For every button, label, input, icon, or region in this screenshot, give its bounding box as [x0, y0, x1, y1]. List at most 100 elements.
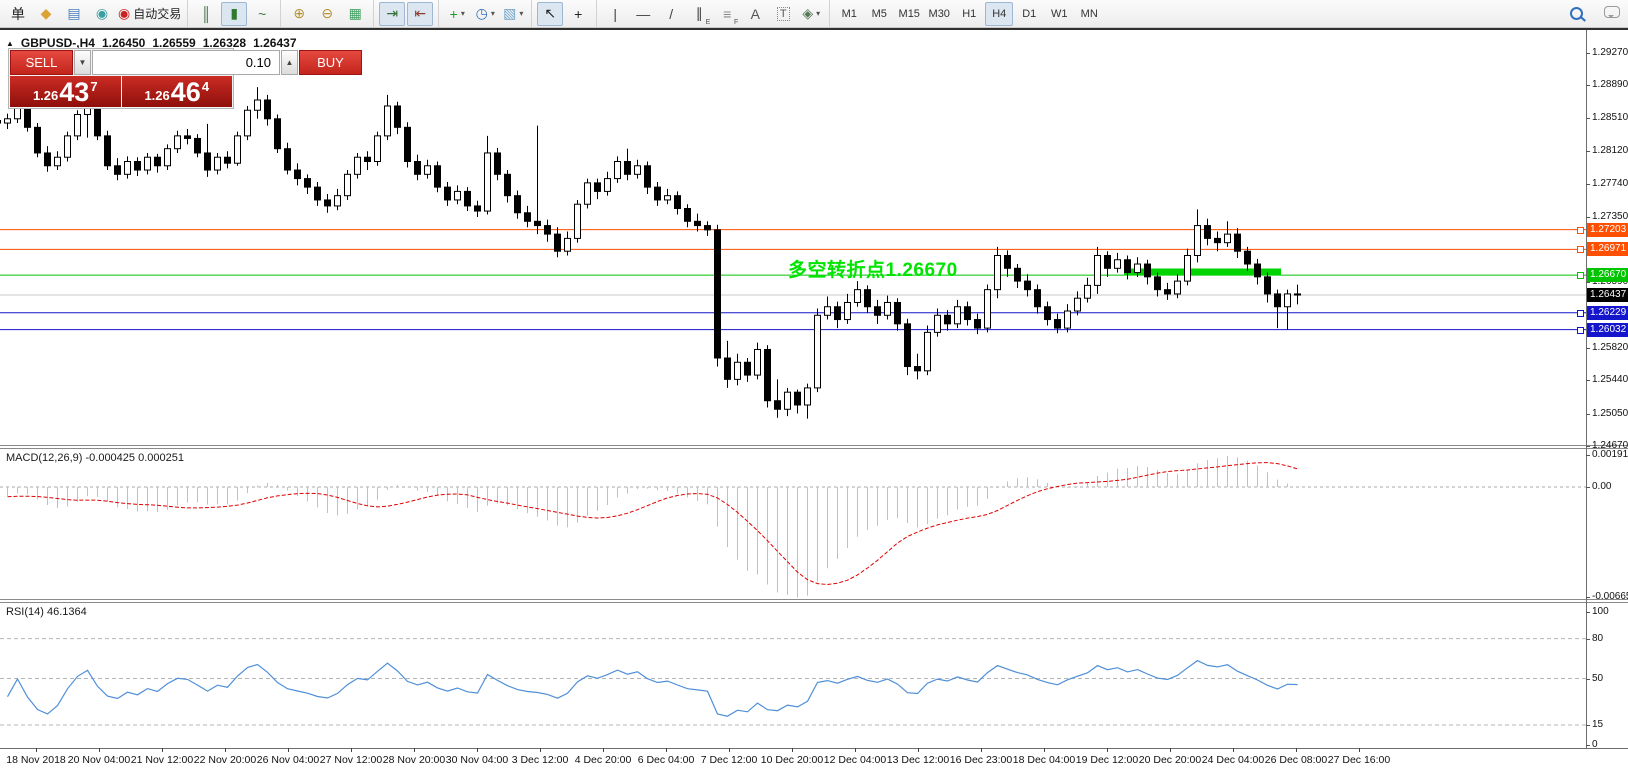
main-macd-separator[interactable]: [0, 445, 1628, 449]
scroll-group: ⇥ ⇤: [373, 0, 438, 27]
candle-body: [294, 169, 301, 180]
candlestick-chart-icon[interactable]: ▮: [221, 1, 248, 26]
candle-body: [1214, 237, 1221, 244]
indicators-icon[interactable]: + ▾: [449, 5, 465, 22]
candle-body: [584, 182, 591, 205]
arrows-icon[interactable]: ◈ ▾: [802, 5, 821, 21]
price-tick: [1586, 281, 1590, 283]
candle-body: [154, 156, 161, 167]
candle-body: [964, 306, 971, 321]
file-group: 单 ◆ ▤ ◉ ◉ 自动交易: [0, 0, 187, 27]
rsi-line: [6, 659, 1298, 717]
bar-chart-icon[interactable]: ║: [201, 5, 212, 22]
chart-title: ▲ GBPUSD-,H4 1.26450 1.26559 1.26328 1.2…: [6, 36, 297, 50]
candle-body: [1294, 293, 1301, 296]
timeframe-M15[interactable]: M15: [898, 7, 920, 20]
volume-down-button[interactable]: ▼: [74, 50, 91, 75]
volume-input[interactable]: [92, 50, 280, 75]
candle-body: [574, 203, 581, 239]
templates-icon[interactable]: ▧ ▾: [503, 5, 524, 21]
crosshair-icon[interactable]: +: [574, 5, 583, 22]
vertical-line-icon[interactable]: |: [613, 5, 618, 22]
candle-body: [884, 301, 891, 316]
timeframe-M5[interactable]: M5: [871, 7, 887, 20]
pivot-annotation-text[interactable]: 多空转折点1.26670: [788, 260, 958, 281]
sell-price-panel[interactable]: 1.26 43 7: [10, 76, 121, 107]
candle-body: [24, 105, 31, 128]
periods-icon[interactable]: ◷ ▾: [475, 5, 495, 21]
sell-price-sup: 7: [90, 79, 98, 94]
zoom-in-icon[interactable]: ⊕: [293, 5, 306, 21]
candle-body: [864, 289, 871, 308]
buy-price-prefix: 1.26: [144, 88, 170, 103]
text-icon[interactable]: A: [750, 5, 760, 22]
candle-body: [954, 306, 961, 325]
volume-up-button[interactable]: ▲: [281, 50, 298, 75]
equidistant-channel-icon[interactable]: ∥ E: [695, 5, 711, 26]
time-label: 24 Dec 04:00: [1201, 754, 1265, 766]
collapse-triangle-icon[interactable]: ▲: [6, 38, 14, 48]
line-chart-icon[interactable]: ~: [258, 5, 267, 22]
candle-body: [814, 314, 821, 389]
rsi-axis-label: 80: [1592, 632, 1604, 644]
signals-icon[interactable]: ◉: [95, 5, 109, 21]
timeframe-M1[interactable]: M1: [841, 7, 857, 20]
candle-body: [64, 135, 71, 158]
time-label: 7 Dec 12:00: [700, 754, 758, 766]
sell-button[interactable]: SELL: [10, 50, 73, 75]
candle-body: [1084, 284, 1091, 299]
chat-icon[interactable]: [1590, 6, 1620, 21]
search-icon[interactable]: [1563, 2, 1589, 26]
candle-body: [234, 135, 241, 164]
macd-pane-label: MACD(12,26,9) -0.000425 0.000251: [6, 452, 184, 464]
candle-body: [464, 190, 471, 207]
candle-body: [894, 301, 901, 325]
auto-scroll-icon[interactable]: ⇥: [379, 1, 406, 26]
chart-shift-icon[interactable]: ⇤: [407, 1, 434, 26]
timeframe-H1[interactable]: H1: [962, 7, 977, 20]
candle-body: [854, 289, 861, 303]
toolbar-right: [1562, 2, 1628, 26]
macd-pane-plot[interactable]: [0, 449, 1586, 600]
market-watch-icon[interactable]: ▤: [67, 5, 81, 21]
zoom-out-icon[interactable]: ⊖: [321, 5, 334, 21]
macd-rsi-separator[interactable]: [0, 599, 1628, 603]
horizontal-line-icon[interactable]: —: [636, 5, 651, 22]
buy-price-panel[interactable]: 1.26 46 4: [121, 76, 232, 107]
timeframe-M30[interactable]: M30: [928, 7, 950, 20]
time-tick: [918, 748, 919, 752]
text-label-icon[interactable]: T: [770, 2, 796, 26]
time-label: 6 Dec 04:00: [637, 754, 695, 766]
timeframe-D1[interactable]: D1: [1022, 7, 1037, 20]
candle-body: [1174, 280, 1181, 295]
autotrading-button[interactable]: ◉ 自动交易: [118, 5, 182, 21]
time-tick: [351, 748, 352, 752]
candle-body: [1224, 233, 1231, 244]
price-tick-label: 1.24670: [1592, 440, 1628, 451]
price-tick-label: 1.25440: [1592, 374, 1628, 386]
new-order-icon[interactable]: ◆: [40, 5, 52, 21]
time-label: 20 Dec 20:00: [1138, 754, 1202, 766]
cursor-icon[interactable]: ↖: [537, 1, 564, 26]
buy-button[interactable]: BUY: [299, 50, 362, 75]
time-label: 21 Nov 12:00: [130, 754, 194, 766]
timeframe-H4[interactable]: H4: [985, 1, 1014, 26]
fibonacci-icon[interactable]: ≡ F: [723, 5, 739, 26]
candle-body: [644, 165, 651, 188]
timeframe-W1[interactable]: W1: [1050, 7, 1068, 20]
macd-tick: [1586, 487, 1590, 488]
price-tick-label: 1.27740: [1592, 177, 1628, 189]
candle-body: [454, 190, 461, 201]
candle-body: [1144, 263, 1151, 278]
time-tick: [162, 748, 163, 752]
pivot-green-segment[interactable]: [1124, 268, 1281, 276]
tile-windows-icon[interactable]: ▦: [348, 5, 362, 21]
orders-label[interactable]: 单: [11, 5, 25, 22]
price-tick-label: 1.28890: [1592, 79, 1628, 91]
trendline-icon[interactable]: /: [669, 5, 674, 22]
timeframe-MN[interactable]: MN: [1080, 7, 1098, 20]
rsi-pane-plot[interactable]: [0, 603, 1586, 748]
main-chart-plot[interactable]: [0, 30, 1586, 445]
candle-body: [724, 357, 731, 380]
candle-body: [434, 165, 441, 188]
